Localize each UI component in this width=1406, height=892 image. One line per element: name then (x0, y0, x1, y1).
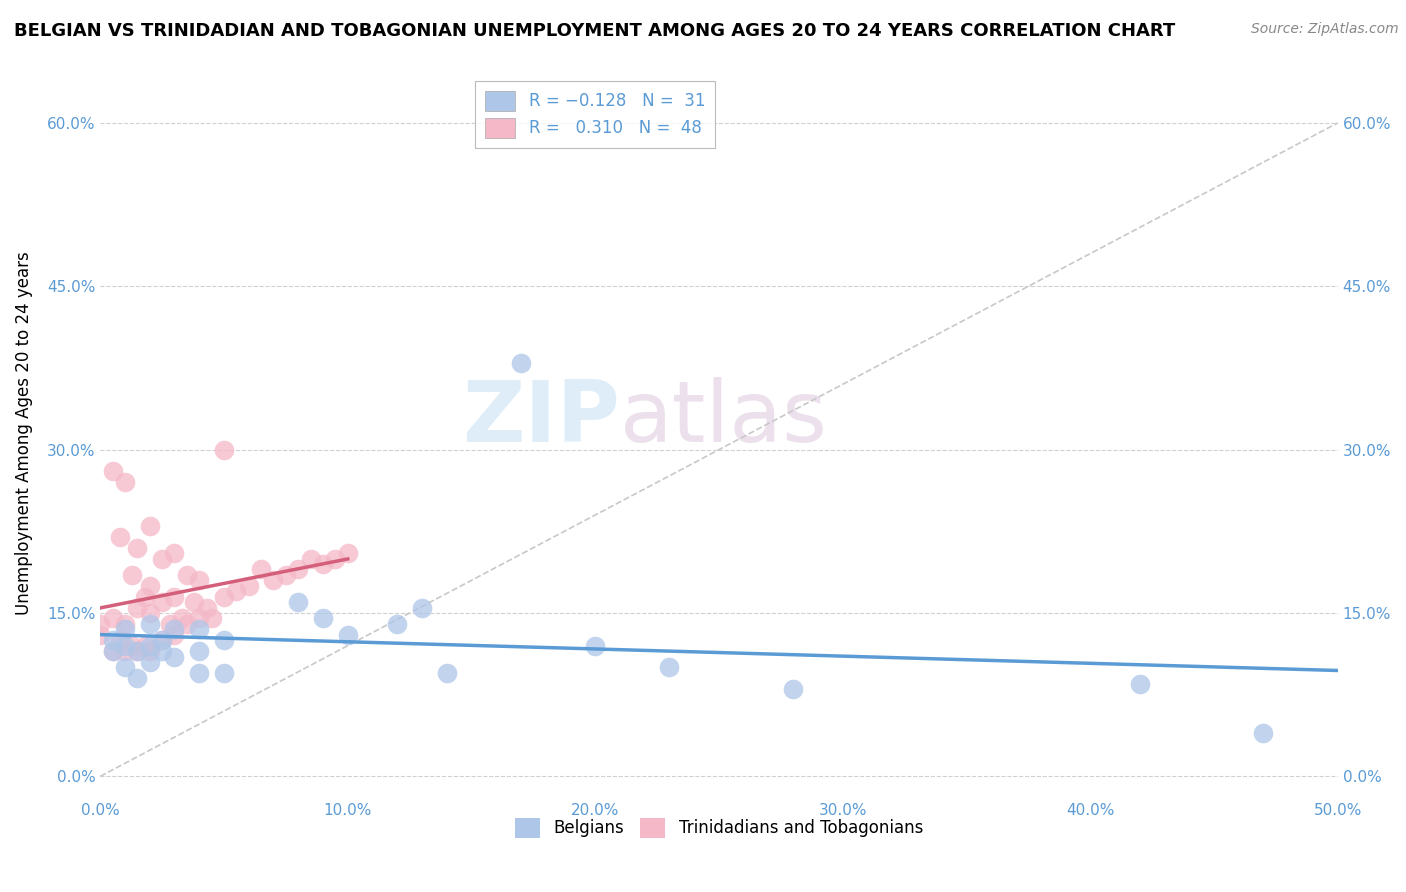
Point (139, 644, 162, 658)
Point (150, 633, 173, 648)
Point (225, 584, 247, 599)
Point (195, 600, 218, 615)
Point (150, 595, 173, 609)
Point (212, 633, 235, 648)
Point (139, 579, 162, 593)
Point (336, 628, 359, 642)
Point (212, 590, 235, 604)
Point (139, 519, 162, 533)
Point (134, 590, 156, 604)
Point (782, 682, 804, 697)
Point (312, 611, 335, 625)
Point (150, 644, 173, 658)
Point (163, 628, 186, 642)
Point (139, 639, 162, 653)
Text: ZIP: ZIP (463, 377, 620, 460)
Point (212, 442, 235, 457)
Point (188, 611, 211, 625)
Point (170, 611, 193, 625)
Point (212, 665, 235, 680)
Point (411, 600, 433, 615)
Point (176, 616, 198, 631)
Point (114, 616, 136, 631)
Point (583, 639, 606, 653)
Point (188, 665, 211, 680)
Point (150, 551, 173, 566)
Text: BELGIAN VS TRINIDADIAN AND TOBAGONIAN UNEMPLOYMENT AMONG AGES 20 TO 24 YEARS COR: BELGIAN VS TRINIDADIAN AND TOBAGONIAN UN… (14, 22, 1175, 40)
Point (325, 551, 347, 566)
Point (101, 611, 124, 625)
Point (336, 546, 359, 560)
Point (250, 562, 273, 576)
Point (108, 530, 131, 544)
Point (201, 611, 224, 625)
Point (121, 568, 143, 582)
Point (163, 546, 186, 560)
Point (139, 606, 162, 620)
Point (183, 595, 205, 609)
Point (312, 557, 335, 571)
Point (121, 639, 143, 653)
Point (150, 633, 173, 648)
Point (89, 628, 111, 642)
Point (114, 639, 136, 653)
Point (274, 568, 297, 582)
Point (163, 590, 186, 604)
Point (127, 541, 149, 555)
Text: Source: ZipAtlas.com: Source: ZipAtlas.com (1251, 22, 1399, 37)
Point (287, 562, 309, 576)
Point (101, 633, 124, 648)
Point (114, 623, 136, 637)
Point (114, 644, 136, 658)
Point (299, 551, 322, 566)
Point (127, 600, 149, 615)
Point (114, 660, 136, 674)
Point (188, 644, 211, 658)
Point (387, 616, 409, 631)
Point (127, 671, 149, 685)
Point (127, 644, 149, 658)
Point (89, 616, 111, 631)
Point (101, 465, 124, 479)
Point (188, 574, 211, 588)
Point (436, 665, 458, 680)
Point (163, 623, 186, 637)
Point (1253, 726, 1275, 740)
Point (139, 616, 162, 631)
Y-axis label: Unemployment Among Ages 20 to 24 years: Unemployment Among Ages 20 to 24 years (15, 252, 32, 615)
Point (1129, 677, 1152, 691)
Point (658, 660, 681, 674)
Point (108, 633, 131, 648)
Point (263, 574, 285, 588)
Point (287, 595, 309, 609)
Point (127, 644, 149, 658)
Point (114, 475, 136, 490)
Text: atlas: atlas (620, 377, 828, 460)
Point (139, 655, 162, 669)
Point (134, 639, 156, 653)
Point (176, 568, 198, 582)
Point (101, 644, 124, 658)
Point (238, 579, 260, 593)
Point (510, 355, 533, 369)
Point (159, 616, 181, 631)
Point (163, 649, 186, 664)
Point (101, 644, 124, 658)
Point (188, 623, 211, 637)
Legend: Belgians, Trinidadians and Tobagonians: Belgians, Trinidadians and Tobagonians (508, 811, 929, 845)
